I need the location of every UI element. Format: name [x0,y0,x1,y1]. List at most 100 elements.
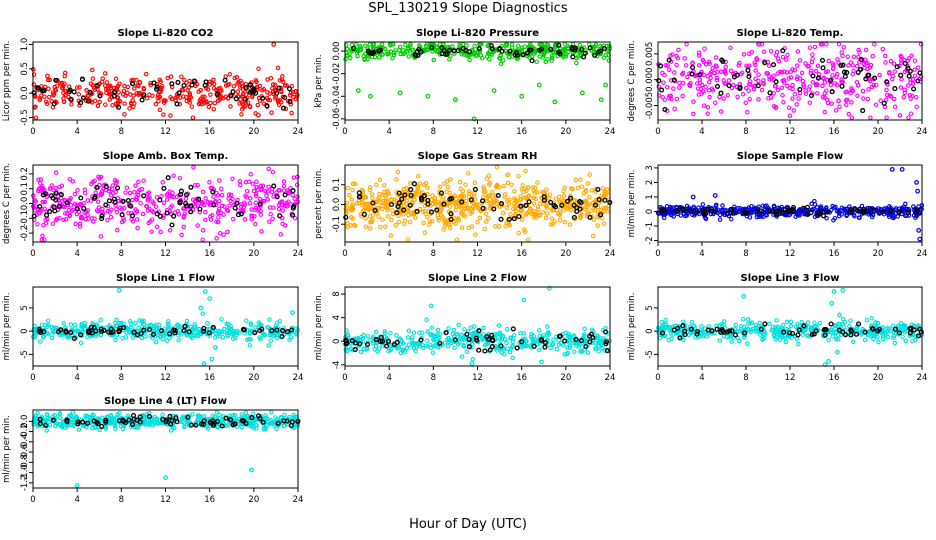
data-point-black [770,62,777,68]
data-point [153,322,159,327]
data-point [914,104,919,109]
data-point [42,199,48,205]
data-point-black [56,203,62,209]
x-tick-label: 8 [431,249,436,259]
data-point [289,110,294,116]
data-point-black [816,210,822,216]
data-point-black [290,188,296,194]
panel-title: Slope Line 1 Flow [116,273,215,284]
data-point [557,217,563,223]
data-point [388,233,394,238]
data-point [901,94,907,100]
data-point-black [592,52,598,58]
data-point [454,237,460,242]
data-point-black [905,65,911,71]
panel-title: Slope Li-820 Temp. [737,28,844,39]
data-point-black [694,209,700,215]
data-point [728,68,734,74]
data-point [839,79,844,84]
data-point [854,63,860,69]
x-tick-label: 24 [293,249,304,259]
outlier-point [546,285,552,291]
data-point [446,326,451,331]
data-point [206,104,212,110]
data-point [905,83,911,88]
data-point-black [448,211,454,217]
data-point-black [731,210,737,216]
data-point-black [499,48,505,54]
data-point [130,335,136,340]
data-point [787,113,793,119]
data-point [481,186,486,192]
data-point [863,60,869,66]
data-point-black [274,90,280,96]
panel-5: Slope Gas Stream RH0 4 8 12 16 20 24-0.10.00.1… [314,151,615,259]
data-point [237,179,243,184]
data-point-black [116,329,122,335]
data-point [393,222,398,228]
data-point [46,86,51,92]
data-point [717,217,723,222]
data-point [277,188,282,193]
data-point [134,194,139,199]
data-point-black [888,208,894,214]
data-point [833,204,838,210]
data-point-black [902,60,908,67]
data-point-black [414,209,420,215]
data-point [736,329,741,334]
data-point [581,332,587,337]
data-point [813,68,819,74]
data-point [540,189,545,195]
data-point [473,232,478,237]
data-point [557,212,562,217]
data-point [394,177,399,182]
data-point-black [520,52,526,58]
data-point [276,202,282,208]
data-point [390,208,395,213]
data-point [61,217,66,223]
data-point-black [844,69,850,76]
data-point [392,50,397,55]
data-point [456,322,461,328]
data-point [723,59,728,65]
data-point-black [401,207,407,213]
panel-title: Slope Line 4 (LT) Flow [104,396,227,407]
data-point [718,109,724,114]
data-point [794,76,800,82]
data-point [412,341,418,346]
data-point [461,344,467,349]
data-point [493,224,498,229]
data-point [737,60,742,66]
data-point [858,330,863,335]
data-point-black [284,329,291,335]
data-point [737,338,742,344]
data-point [459,211,464,216]
data-point-black [421,193,427,199]
data-point-black [428,209,435,215]
data-point [502,337,508,342]
data-point [898,320,904,326]
data-point [502,192,508,197]
data-point [276,206,282,212]
data-point-black [892,326,898,332]
data-point [845,54,850,59]
data-points [31,410,301,488]
data-point [466,171,471,176]
x-tick-label: 24 [917,249,928,259]
data-point [254,179,259,184]
data-point [406,212,411,218]
data-point-black [571,202,577,208]
x-tick-label: 0 [342,249,347,259]
data-point [270,216,275,222]
data-point [72,191,78,197]
data-point-black [498,216,504,222]
data-point-black [577,198,583,205]
data-point [538,42,544,48]
data-point-black [68,96,74,102]
data-point [78,340,84,346]
data-point [349,197,355,202]
data-point-black [491,206,497,212]
data-point [836,208,841,213]
data-point-black [373,336,379,343]
